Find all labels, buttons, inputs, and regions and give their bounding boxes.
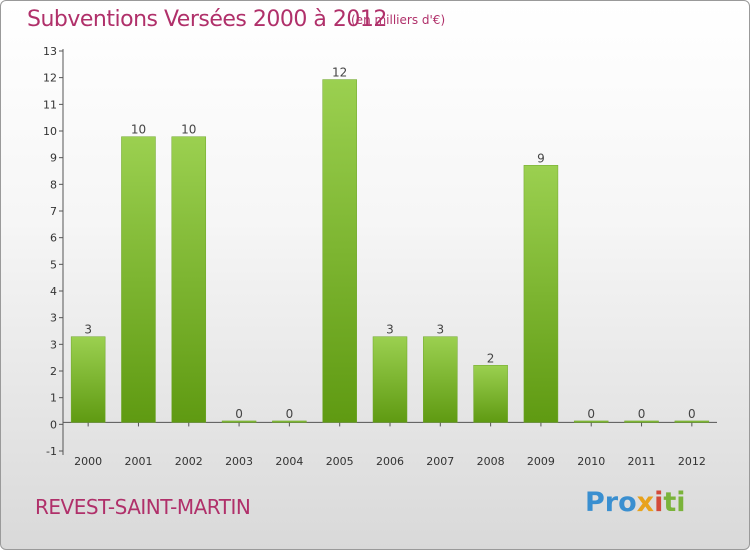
y-tick-label: -1 [46,445,57,458]
value-label-2007: 3 [436,323,444,337]
x-tick-label-2003: 2003 [225,455,253,468]
value-label-2000: 3 [84,323,92,337]
bar-2010 [573,420,609,423]
x-tick-label-2011: 2011 [628,455,656,468]
x-tick-label-2009: 2009 [527,455,555,468]
x-tick-label-2008: 2008 [477,455,505,468]
x-tick-label-2012: 2012 [678,455,706,468]
x-tick-label-2007: 2007 [426,455,454,468]
y-tick-label: 8 [50,178,57,191]
bar-2011 [624,420,659,423]
x-tick-label-2005: 2005 [326,455,354,468]
y-tick-label: 3 [50,312,57,325]
bar-2005 [322,79,357,423]
value-label-2004: 0 [286,407,294,421]
value-label-2006: 3 [386,323,394,337]
commune-name: REVEST-SAINT-MARTIN [35,495,251,519]
bar-2000 [70,336,106,423]
y-tick-label: 0 [50,418,57,431]
value-label-2009: 9 [537,151,545,165]
value-label-2011: 0 [638,407,646,421]
chart-title: Subventions Versées 2000 à 2012 [27,7,387,32]
value-label-2010: 0 [587,407,595,421]
x-tick-label-2004: 2004 [275,455,303,468]
y-tick-label: 7 [50,205,57,218]
bar-2009 [523,165,559,423]
y-tick-label: 5 [50,258,57,271]
value-label-2001: 10 [131,123,146,137]
x-tick-label-2001: 2001 [124,455,152,468]
x-tick-label-2002: 2002 [175,455,203,468]
value-label-2003: 0 [235,407,243,421]
value-label-2002: 10 [181,123,196,137]
y-tick-label: 6 [50,232,57,245]
y-tick-label: 2 [50,365,57,378]
y-tick-label: 1 [50,392,57,405]
y-tick-label: 13 [43,45,57,58]
value-label-2012: 0 [688,407,696,421]
y-tick-label: 11 [43,98,57,111]
x-tick-label-2006: 2006 [376,455,404,468]
bar-2003 [221,420,257,423]
chart-subtitle: (en milliers d'€) [351,13,446,27]
y-tick-label: 12 [43,72,57,85]
x-tick-label-2010: 2010 [577,455,605,468]
bar-2002 [171,136,207,423]
y-tick-label: 4 [50,285,57,298]
y-tick-label: 3 [50,338,57,351]
bar-2001 [121,136,156,423]
bar-2006 [372,336,408,423]
value-label-2005: 12 [332,66,347,80]
bar-2012 [674,420,710,423]
bar-2008 [473,365,508,423]
proxiti-logo: Proxiti [585,487,686,518]
value-label-2008: 2 [487,351,495,365]
x-tick-label-2000: 2000 [74,455,102,468]
y-tick-label: 9 [50,152,57,165]
bar-2007 [423,336,458,423]
y-tick-label: 10 [43,125,57,138]
bar-2004 [272,420,307,423]
